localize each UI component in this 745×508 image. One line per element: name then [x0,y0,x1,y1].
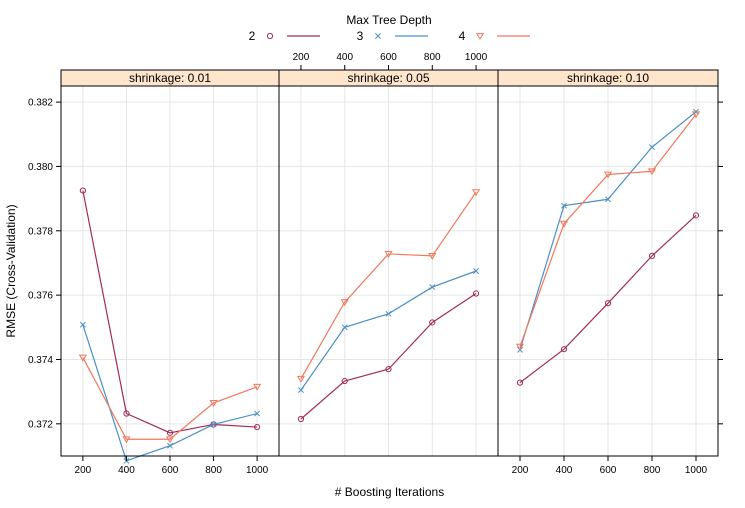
data-point-depth-2 [341,377,348,385]
x-tick-label-top: 1000 [465,52,488,63]
legend-marker-depth-3 [375,33,381,39]
data-point-depth-4 [691,111,701,119]
series-line-4 [300,191,477,380]
data-point-depth-4 [384,251,393,258]
y-axis-label: RMSE (Cross-Validation) [4,204,18,337]
x-tick-label: 600 [600,465,617,476]
x-tick-label: 400 [556,465,573,476]
x-tick-label: 800 [205,465,222,476]
x-axis-label: # Boosting Iterations [335,485,444,499]
data-point-depth-2 [560,346,568,353]
data-point-depth-2 [79,187,86,194]
series-line-2 [519,214,697,384]
data-point-depth-4 [515,343,525,351]
data-point-depth-3 [341,324,348,331]
data-point-depth-3 [297,387,304,393]
legend-marker-depth-4 [475,33,485,41]
y-tick-label: 0.382 [28,98,53,109]
series-line-2 [300,293,477,420]
legend-label-depth-4: 4 [459,29,466,43]
y-tick-label: 0.372 [28,419,53,430]
x-tick-label-top: 200 [293,52,310,63]
series-line-2 [82,190,258,434]
data-point-depth-3 [254,410,261,417]
data-point-depth-3 [210,421,217,428]
data-point-depth-4 [340,299,349,307]
data-point-depth-3 [79,321,86,328]
data-point-depth-4 [428,252,437,260]
data-point-depth-3 [473,268,480,274]
data-point-depth-2 [429,319,436,326]
data-point-depth-4 [253,383,262,391]
data-point-depth-3 [605,196,611,203]
x-tick-label: 1000 [685,465,708,476]
data-point-depth-2 [385,366,392,373]
series-line-4 [82,357,258,440]
legend-label-depth-2: 2 [249,29,256,43]
data-point-depth-4 [647,168,657,176]
y-tick-label: 0.374 [28,355,53,366]
panel-strip-label: shrinkage: 0.05 [347,71,429,85]
series-line-4 [519,113,697,347]
data-point-depth-4 [165,436,175,444]
x-tick-label: 200 [75,465,92,476]
x-tick-label-top: 400 [336,52,353,63]
data-point-depth-4 [559,220,569,228]
legend-label-depth-3: 3 [357,29,364,43]
legend-marker-depth-2 [266,32,274,40]
data-point-depth-3 [167,442,173,449]
y-tick-label: 0.380 [28,162,53,173]
data-point-depth-2 [692,212,700,219]
data-point-depth-4 [209,400,218,407]
data-point-depth-2 [648,252,656,259]
data-point-depth-2 [472,290,480,297]
x-tick-label: 1000 [246,465,269,476]
x-tick-label-top: 800 [424,52,441,63]
data-point-depth-3 [429,284,436,291]
x-tick-label: 800 [644,465,661,476]
x-tick-label-top: 600 [380,52,397,63]
data-point-depth-2 [210,421,217,428]
data-point-depth-3 [561,202,567,209]
data-point-depth-2 [604,300,612,307]
data-point-depth-4 [78,354,87,362]
data-point-depth-4 [471,189,481,197]
data-point-depth-2 [516,379,524,386]
y-tick-label: 0.378 [28,226,53,237]
panel-strip-label: shrinkage: 0.01 [129,71,211,85]
data-point-depth-2 [166,429,174,436]
panel-strip-label: shrinkage: 0.10 [567,71,649,85]
x-tick-label: 400 [118,465,135,476]
data-point-depth-4 [122,436,131,444]
data-point-depth-2 [297,415,305,423]
data-point-depth-2 [123,410,130,417]
data-point-depth-3 [649,144,655,151]
x-tick-label: 200 [512,465,529,476]
data-point-depth-3 [385,310,392,317]
x-tick-label: 600 [162,465,179,476]
data-point-depth-4 [296,375,306,383]
data-point-depth-2 [254,423,261,431]
legend-title: Max Tree Depth [346,13,431,27]
data-point-depth-4 [603,171,613,179]
y-tick-label: 0.376 [28,291,53,302]
